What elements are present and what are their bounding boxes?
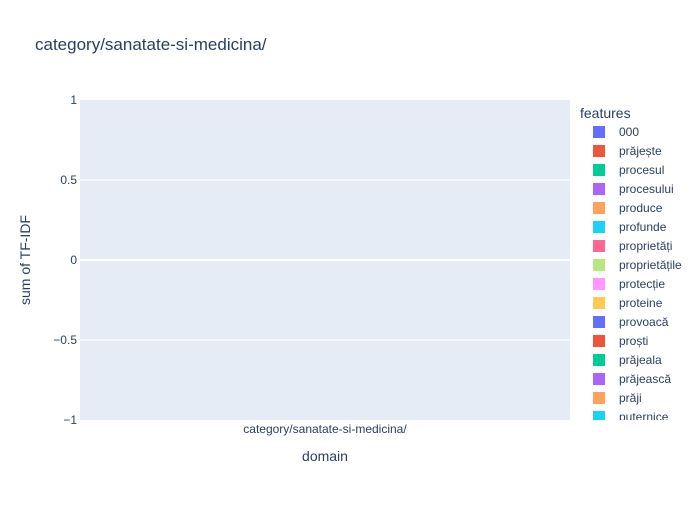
legend-label: proprietățile [619,258,682,272]
legend-label: proprietăți [619,239,672,253]
legend-swatch [593,392,605,404]
legend-label: proteine [619,296,663,310]
legend-item[interactable]: puternice [593,410,669,424]
legend-swatch [593,126,605,138]
legend-title: features [580,105,631,121]
legend-swatch [593,354,605,366]
y-tick-labels: 1 0.5 0 −0.5 −1 [53,93,77,427]
y-tick-label: 1 [70,93,77,107]
x-tick-labels: category/sanatate-si-medicina/ [243,422,407,436]
legend-swatch [593,183,605,195]
y-tick-label: −1 [63,413,77,427]
legend-item[interactable]: provoacă [593,315,669,329]
x-tick-label: category/sanatate-si-medicina/ [243,422,407,436]
legend-swatch [593,240,605,252]
legend-swatch [593,278,605,290]
legend-swatch [593,259,605,271]
legend-label: provoacă [619,315,669,329]
legend-item[interactable]: prăji [593,391,642,405]
x-axis-title: domain [302,448,348,464]
legend-item[interactable]: prăjeala [593,353,662,367]
y-tick-label: −0.5 [53,333,77,347]
legend-item[interactable]: prăjească [593,372,671,386]
legend-item[interactable]: procesului [593,182,674,196]
legend-items: 000 prăjește procesul procesului produce prof… [593,125,682,424]
y-tick-label: 0.5 [60,173,77,187]
legend-swatch [593,411,605,420]
legend-swatch [593,373,605,385]
legend-item[interactable]: profunde [593,220,667,234]
legend-label: profunde [619,220,667,234]
legend-label: puternice [619,410,669,424]
legend-label: prăjeala [619,353,662,367]
legend-label: 000 [619,125,639,139]
legend-label: procesului [619,182,674,196]
legend-item[interactable]: proprietățile [593,258,682,272]
legend-item[interactable]: proteine [593,296,663,310]
legend-item[interactable]: produce [593,201,663,215]
grid-lines [80,179,570,341]
chart-title: category/sanatate-si-medicina/ [35,35,267,54]
legend-swatch [593,202,605,214]
legend-item[interactable]: procesul [593,163,664,177]
legend-label: procesul [619,163,664,177]
legend-item[interactable]: protecție [593,277,665,291]
y-axis-title: sum of TF-IDF [17,215,33,305]
legend-swatch [593,221,605,233]
y-tick-label: 0 [70,253,77,267]
legend-label: prăjește [619,144,662,158]
legend-swatch [593,164,605,176]
legend: features 000 prăjește procesul procesului pr… [580,105,682,424]
legend-label: prăjească [619,372,671,386]
legend-swatch [593,145,605,157]
legend-item[interactable]: 000 [593,125,639,139]
legend-label: protecție [619,277,665,291]
legend-swatch [593,297,605,309]
legend-item[interactable]: proști [593,334,648,348]
legend-item[interactable]: proprietăți [593,239,672,253]
legend-item[interactable]: prăjește [593,144,662,158]
legend-label: prăji [619,391,642,405]
legend-label: produce [619,201,663,215]
legend-swatch [593,335,605,347]
legend-label: proști [619,334,648,348]
legend-swatch [593,316,605,328]
